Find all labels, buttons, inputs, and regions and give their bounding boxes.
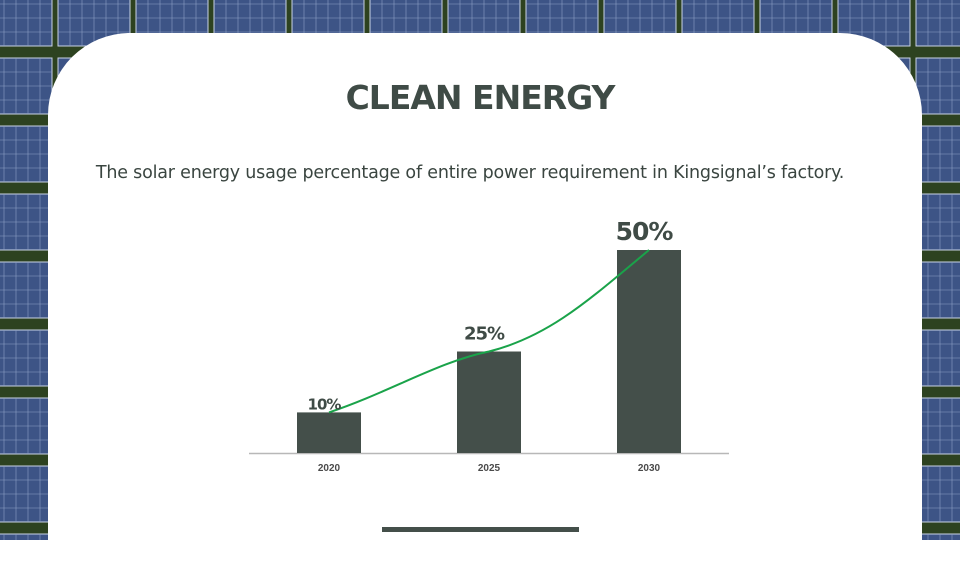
decorative-underline bbox=[382, 527, 579, 532]
bar-2025 bbox=[457, 351, 521, 453]
bar-2020 bbox=[297, 412, 361, 453]
x-tick-label-2030: 2030 bbox=[638, 463, 661, 474]
data-label-2020: 10% bbox=[308, 395, 342, 413]
trend-line-path bbox=[328, 249, 650, 414]
content-card bbox=[48, 33, 922, 573]
slide-subtitle: The solar energy usage percentage of ent… bbox=[95, 163, 845, 183]
x-tick-label-2020: 2020 bbox=[318, 463, 341, 474]
data-label-2025: 25% bbox=[464, 324, 505, 345]
bar-chart: 10% 25% 50% 2020 2025 2030 bbox=[249, 217, 729, 474]
x-tick-label-2025: 2025 bbox=[478, 463, 501, 474]
slide-title: CLEAN ENERGY bbox=[345, 78, 616, 117]
bar-2030 bbox=[617, 250, 681, 453]
data-label-2030: 50% bbox=[616, 217, 674, 246]
